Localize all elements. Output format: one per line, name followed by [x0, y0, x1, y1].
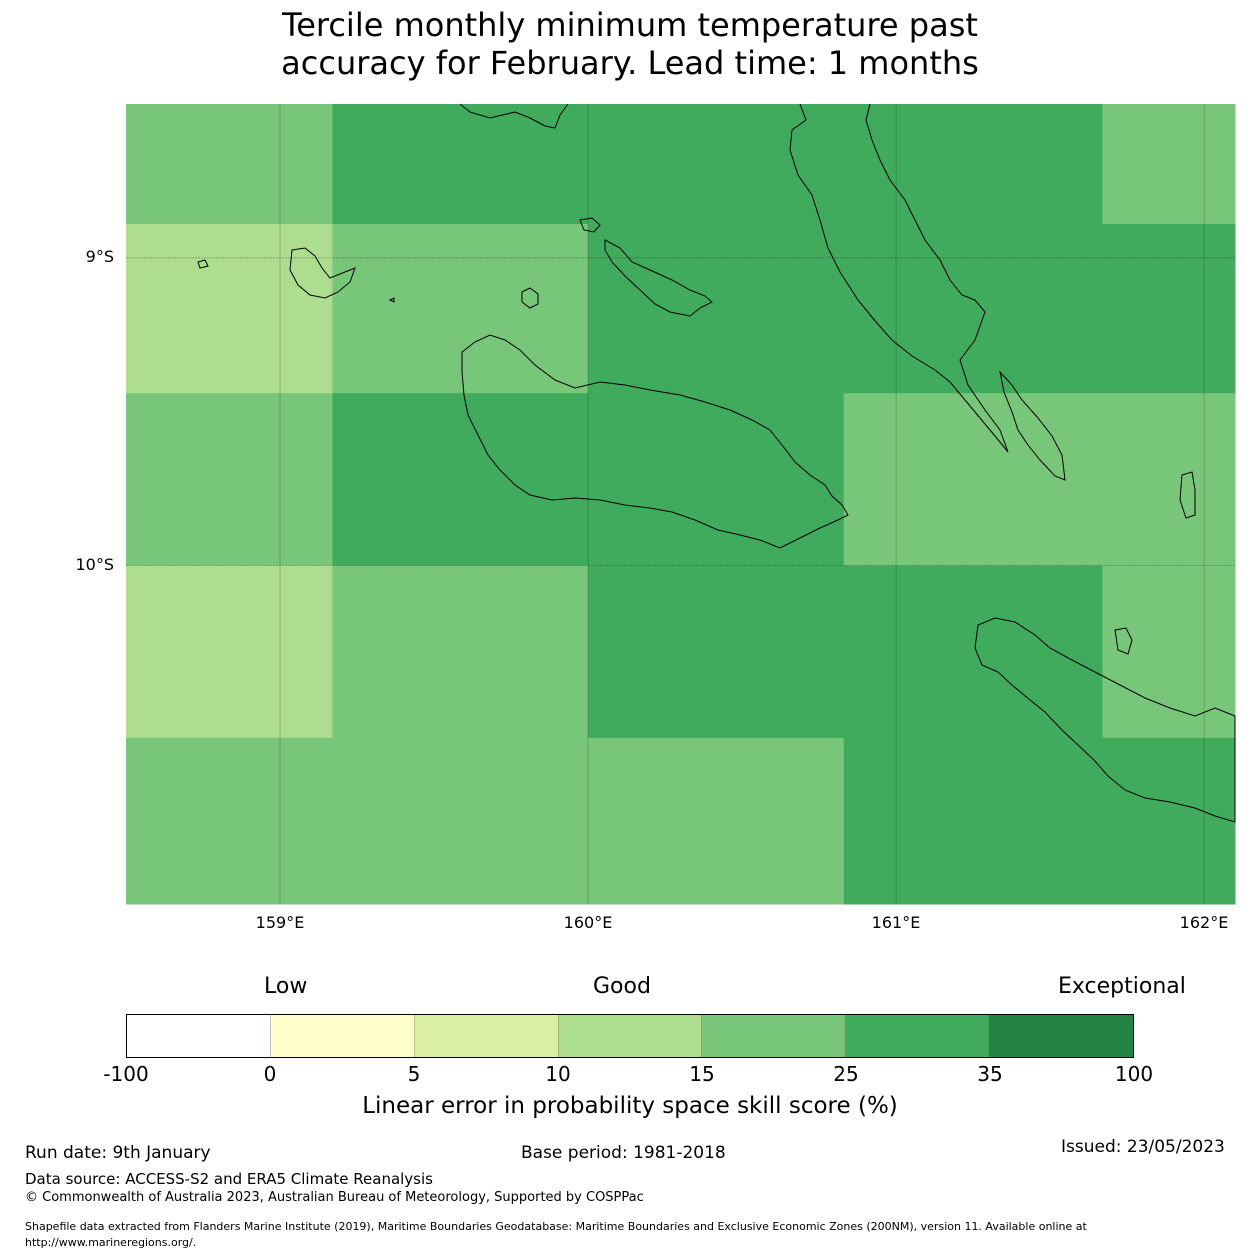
skill-cell [1102, 393, 1236, 567]
skill-cell [332, 104, 589, 225]
shapefile-credit-line-1: Shapefile data extracted from Flanders M… [25, 1220, 1087, 1233]
run-date: Run date: 9th January [25, 1143, 211, 1163]
coastlines [197, 103, 1236, 823]
lat-label-9s: 9°S [85, 247, 114, 266]
colorbar-tick: 5 [407, 1062, 421, 1086]
skill-cell [126, 565, 333, 739]
colorbar-segment [127, 1015, 271, 1057]
title-line-1: Tercile monthly minimum temperature past [282, 6, 978, 44]
skill-cell [126, 224, 333, 394]
skill-cell [1102, 224, 1236, 394]
lon-label-160e: 160°E [563, 913, 613, 932]
colorbar-tick: 10 [545, 1062, 571, 1086]
skill-cell [588, 737, 845, 905]
colorbar-segment [702, 1015, 847, 1057]
issued-date: Issued: 23/05/2023 [1061, 1137, 1225, 1157]
coastline-isabel-east [999, 370, 1066, 481]
lat-label-10s: 10°S [75, 555, 114, 574]
skill-cell [126, 393, 333, 567]
legend-category-low: Low [264, 974, 308, 999]
coastline-east-islet [1179, 471, 1196, 519]
colorbar-tick: 100 [1114, 1062, 1154, 1086]
coastline-guadalcanal [461, 334, 849, 549]
colorbar [126, 1014, 1134, 1058]
coastline-savo [521, 287, 539, 309]
shapefile-credit-line-2: http://www.marineregions.org/. [25, 1236, 197, 1249]
coastline-santa-isabel [789, 103, 1009, 453]
skill-cell [332, 393, 589, 567]
skill-cell [126, 737, 333, 905]
skill-cell [126, 104, 333, 225]
skill-cell [843, 565, 1104, 739]
legend-category-good: Good [593, 974, 651, 999]
skill-cell [843, 737, 1104, 905]
skill-cell [843, 104, 1104, 225]
colorbar-segment [846, 1015, 991, 1057]
legend-category-exceptional: Exceptional [1058, 974, 1186, 999]
coastline-ulawa [1114, 627, 1133, 655]
skill-cell [843, 393, 1104, 567]
lon-label-162e: 162°E [1179, 913, 1229, 932]
skill-grid [126, 104, 1236, 905]
coastline-makira [974, 617, 1236, 823]
lon-label-161e: 161°E [871, 913, 921, 932]
colorbar-label: Linear error in probability space skill … [362, 1093, 898, 1119]
skill-cell [332, 737, 589, 905]
copyright: © Commonwealth of Australia 2023, Austra… [25, 1190, 644, 1205]
colorbar-tick: -100 [103, 1062, 149, 1086]
coastline-islet-small [388, 297, 395, 303]
skill-cell [332, 565, 589, 739]
skill-cell [588, 393, 845, 567]
base-period: Base period: 1981-2018 [521, 1143, 726, 1163]
colorbar-segment [990, 1015, 1134, 1057]
coastline-small-north [579, 217, 601, 233]
graticule [126, 104, 1235, 904]
data-source: Data source: ACCESS-S2 and ERA5 Climate … [25, 1170, 433, 1188]
skill-cell [1102, 104, 1236, 225]
map-panel [126, 103, 1236, 905]
coastline-islet-west [197, 259, 209, 269]
skill-cell [1102, 737, 1236, 905]
map-title: Tercile monthly minimum temperature past… [0, 6, 1260, 82]
skill-cell [588, 104, 845, 225]
colorbar-tick: 0 [263, 1062, 277, 1086]
colorbar-tick: 25 [833, 1062, 859, 1086]
skill-cell [332, 224, 589, 394]
colorbar-segment [270, 1015, 415, 1057]
coastline-florida-islands [604, 239, 713, 317]
colorbar-tick: 35 [977, 1062, 1003, 1086]
lon-label-159e: 159°E [255, 913, 305, 932]
skill-cell [588, 224, 845, 394]
coastline-russell-islands [289, 247, 356, 299]
colorbar-tick: 15 [689, 1062, 715, 1086]
title-line-2: accuracy for February. Lead time: 1 mont… [281, 44, 979, 82]
skill-cell [1102, 565, 1236, 739]
skill-cell [843, 224, 1104, 394]
coastline-top-fragment [459, 103, 569, 129]
skill-cell [588, 565, 845, 739]
colorbar-segment [414, 1015, 559, 1057]
colorbar-segment [558, 1015, 703, 1057]
